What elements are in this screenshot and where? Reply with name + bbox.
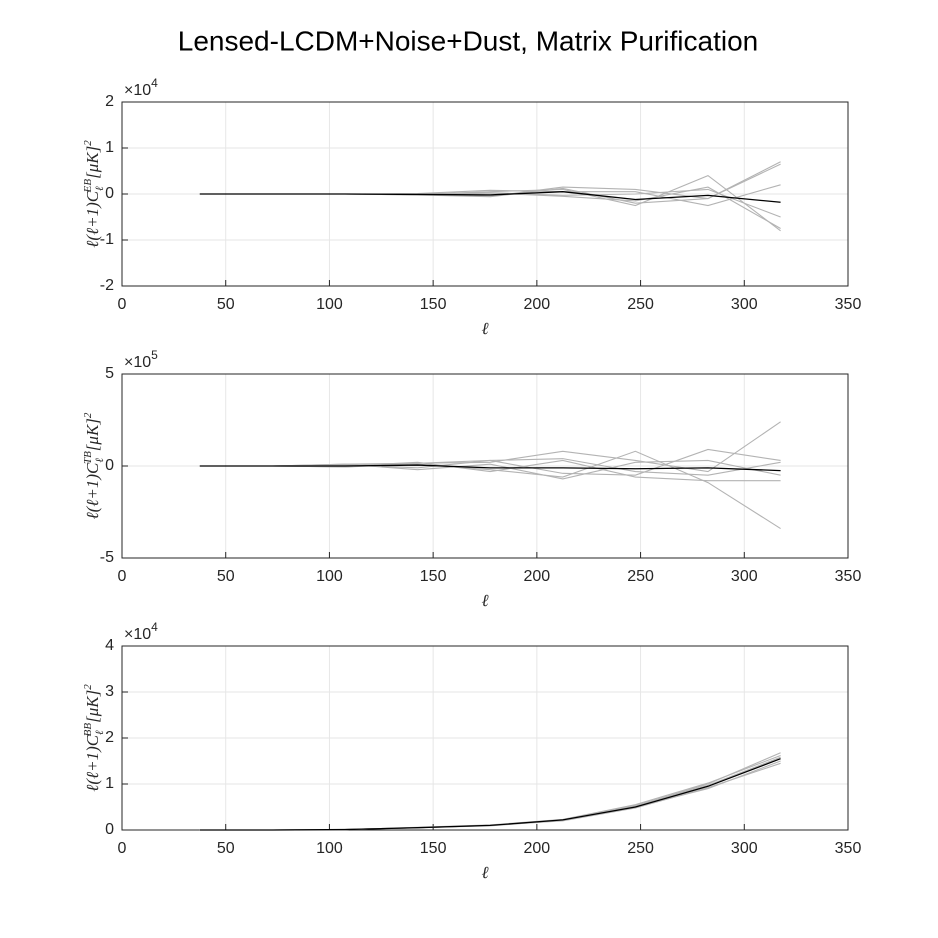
x-tick-label: 50 [217,840,235,857]
x-axis-label: ℓ [481,863,488,882]
x-tick-label: 200 [524,296,551,313]
x-tick-label: 150 [420,840,447,857]
y-label-main: ℓ(ℓ+1)C [83,190,102,247]
axes-box [121,645,849,831]
x-tick-label: 0 [118,568,127,585]
y-tick-label: 0 [105,821,114,838]
x-tick-label: 350 [835,568,862,585]
y-axis-label: ℓ(ℓ+1)CℓBB[μK]2 [82,684,106,792]
y-label-unit-sup: 2 [82,140,94,146]
y-scale-exponent: 5 [151,348,158,362]
y-label-unit-sup: 2 [82,412,94,418]
y-scale-base: ×10 [124,82,151,99]
x-tick-label: 350 [835,296,862,313]
x-tick-label: 100 [316,296,343,313]
axes-box [121,101,849,287]
y-label-main: ℓ(ℓ+1)C [83,462,102,519]
y-tick-label: 1 [105,775,114,792]
y-scale-base: ×10 [124,354,151,371]
y-label-unit: [μK] [83,690,102,723]
y-tick-label: -5 [100,549,114,566]
y-scale-multiplier: ×104 [124,620,158,643]
y-tick-label: -2 [100,277,114,294]
y-scale-exponent: 4 [151,620,158,634]
x-tick-label: 300 [731,840,758,857]
x-tick-label: 200 [524,840,551,857]
x-tick-label: 350 [835,840,862,857]
y-label-sub: ℓ [94,186,106,191]
y-tick-label: 4 [105,637,114,654]
x-tick-label: 250 [627,296,654,313]
x-tick-label: 250 [627,568,654,585]
y-tick-label: 0 [105,185,114,202]
x-tick-label: 50 [217,568,235,585]
x-tick-label: 0 [118,840,127,857]
x-tick-label: 300 [731,568,758,585]
y-label-main: ℓ(ℓ+1)C [83,734,102,791]
y-label-sup: EB [82,179,94,194]
y-label-unit: [μK] [83,146,102,179]
y-label-unit: [μK] [83,418,102,451]
series-line [199,464,781,472]
y-scale-exponent: 4 [151,76,158,90]
y-tick-label: 2 [105,729,114,746]
y-label-sub: ℓ [94,730,106,735]
y-tick-label: -1 [100,231,114,248]
y-scale-multiplier: ×105 [124,348,158,371]
y-label-sup: TB [82,451,94,464]
axes-box [121,373,849,559]
series-line [199,191,781,203]
x-axis-label: ℓ [481,319,488,338]
x-tick-label: 300 [731,296,758,313]
series-line [199,758,781,831]
x-tick-label: 50 [217,296,235,313]
y-tick-label: 2 [105,93,114,110]
y-tick-label: 0 [105,457,114,474]
x-tick-label: 250 [627,840,654,857]
y-axis-label: ℓ(ℓ+1)CℓTB[μK]2 [82,412,106,519]
y-tick-label: 5 [105,365,114,382]
y-label-sup: BB [82,723,94,737]
y-label-sub: ℓ [94,458,106,463]
x-tick-label: 150 [420,568,447,585]
y-tick-label: 3 [105,683,114,700]
x-axis-label: ℓ [481,591,488,610]
x-tick-label: 0 [118,296,127,313]
y-scale-base: ×10 [124,626,151,643]
y-axis-label: ℓ(ℓ+1)CℓEB[μK]2 [82,140,106,248]
x-tick-label: 200 [524,568,551,585]
y-scale-multiplier: ×104 [124,76,158,99]
x-tick-label: 150 [420,296,447,313]
y-label-unit-sup: 2 [82,684,94,690]
figure-title: Lensed-LCDM+Noise+Dust, Matrix Purificat… [178,25,758,56]
x-tick-label: 100 [316,568,343,585]
y-tick-label: 1 [105,139,114,156]
x-tick-label: 100 [316,840,343,857]
